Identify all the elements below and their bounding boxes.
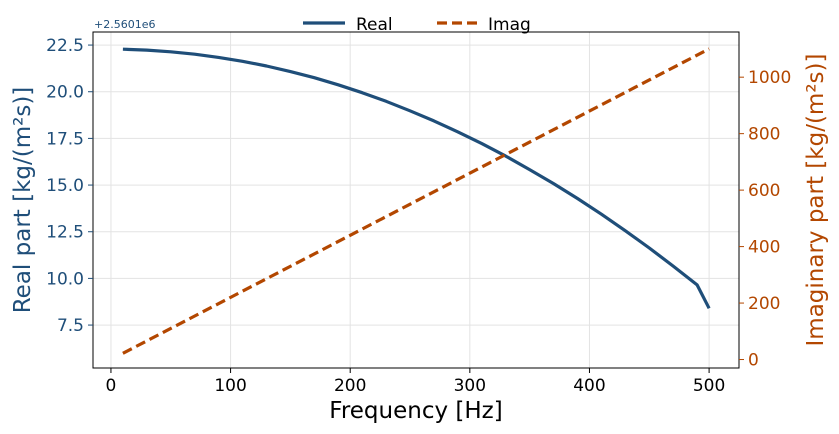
series-layer — [122, 47, 711, 355]
y-left-tick-label: 7.5 — [57, 316, 84, 336]
x-tick-label: 400 — [573, 376, 605, 396]
y-right-tick-label: 400 — [748, 238, 780, 258]
x-tick-label: 0 — [106, 376, 117, 396]
y-left-tick-label: 15.0 — [46, 176, 84, 196]
offset-text: +2.5601e6 — [94, 18, 155, 31]
y-left-tick-label: 10.0 — [46, 269, 84, 289]
x-axis-title: Frequency [Hz] — [329, 398, 502, 424]
x-tick-label: 100 — [214, 376, 246, 396]
y-right-tick-label: 0 — [748, 351, 759, 371]
y-right-tick-label: 200 — [748, 294, 780, 314]
legend-label-real: Real — [356, 15, 393, 35]
y-right-tick-label: 600 — [748, 181, 780, 201]
legend: Real Imag — [303, 15, 531, 35]
y-left-tick-label: 22.5 — [46, 36, 84, 56]
y-right-tick-label: 800 — [748, 125, 780, 145]
grid — [93, 32, 739, 368]
x-tick-label: 300 — [454, 376, 486, 396]
x-tick-label: 200 — [334, 376, 366, 396]
y-right-axis-title: Imaginary part [kg/(m²s)] — [803, 54, 829, 347]
ticks: 0 100 200 300 400 500 7.5 10.0 12.5 15.0 17.5 20.0 2… — [46, 36, 791, 396]
y-left-tick-label: 20.0 — [46, 83, 84, 103]
y-right-tick-label: 1000 — [748, 68, 791, 88]
y-left-tick-label: 17.5 — [46, 129, 84, 149]
x-tick-label: 500 — [693, 376, 725, 396]
plot-frame — [92, 31, 740, 369]
legend-label-imag: Imag — [488, 15, 531, 35]
y-left-tick-label: 12.5 — [46, 223, 84, 243]
series-line-imag — [122, 47, 710, 355]
y-left-axis-title: Real part [kg/(m²s)] — [10, 87, 36, 314]
series-line-real — [122, 47, 711, 310]
